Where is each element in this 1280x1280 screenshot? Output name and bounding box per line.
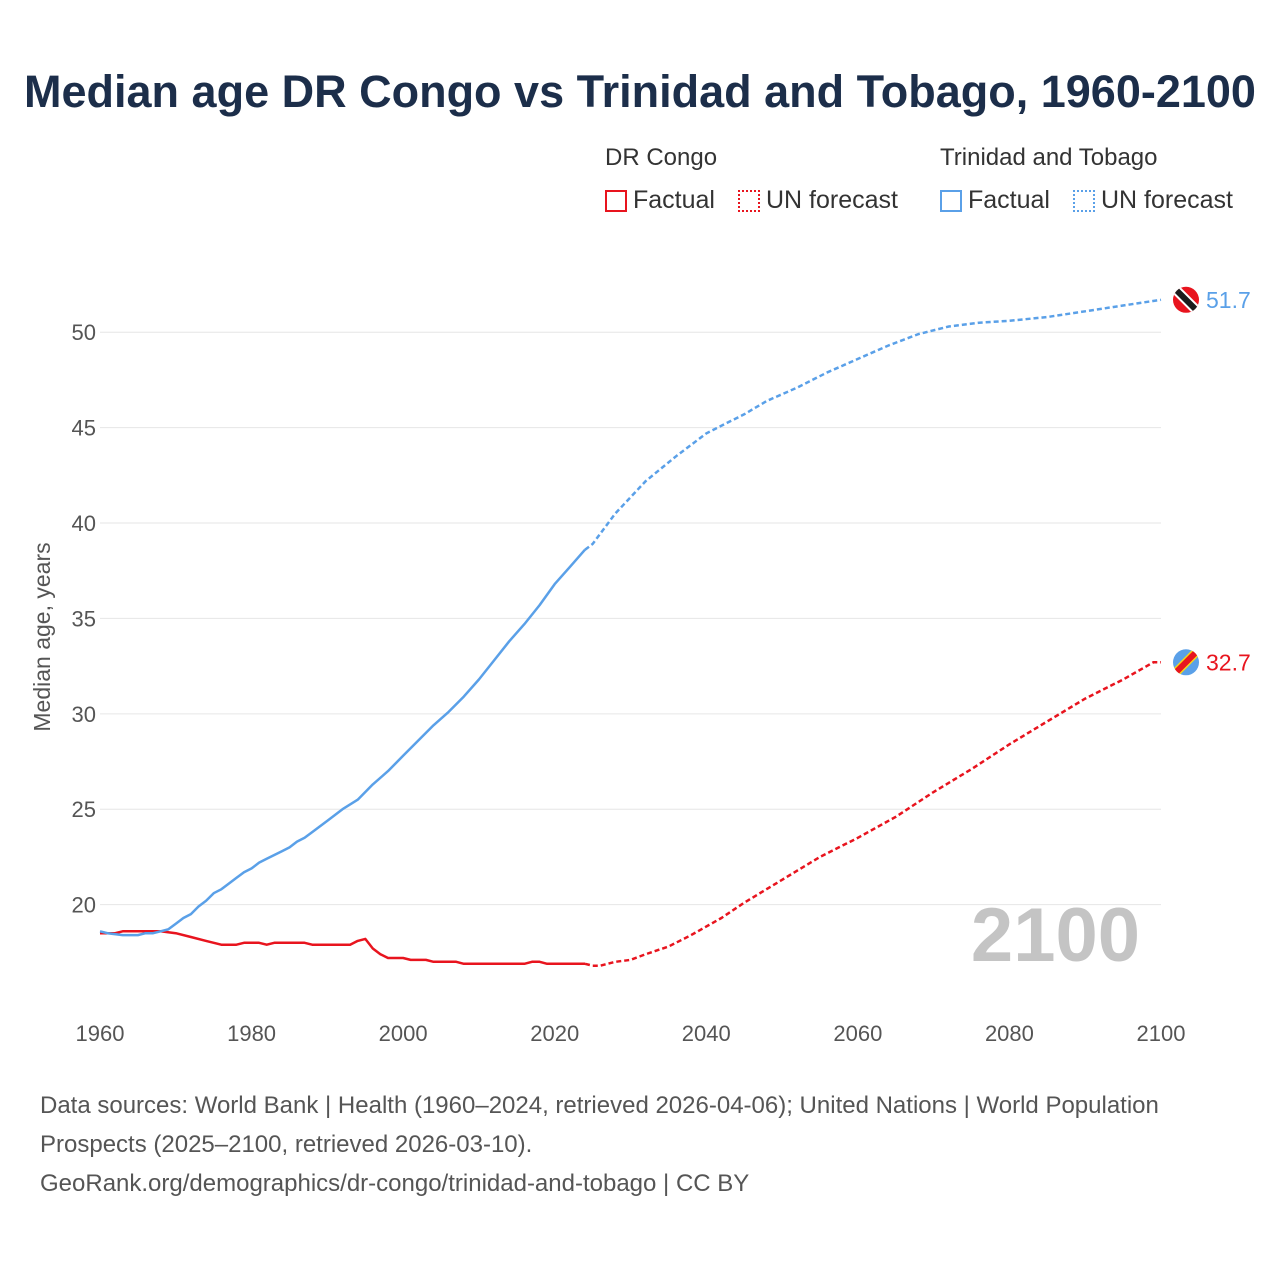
chart-title: Median age DR Congo vs Trinidad and Toba…	[24, 66, 1256, 117]
x-tick-label: 1980	[227, 1021, 276, 1046]
y-axis-label: Median age, years	[29, 542, 55, 731]
trinidad-flag-icon	[1173, 286, 1199, 313]
legend-swatch-solid	[940, 189, 962, 212]
y-tick-label: 30	[72, 702, 96, 727]
legend-dr-congo-forecast[interactable]: UN forecast	[738, 186, 898, 215]
x-tick-label: 2080	[985, 1021, 1034, 1046]
x-tick-label: 2100	[1137, 1021, 1186, 1046]
legend-swatch-dotted	[738, 189, 760, 212]
x-tick-label: 2060	[833, 1021, 882, 1046]
x-tick-label: 2040	[682, 1021, 731, 1046]
end-markers: 32.7 51.7	[1173, 286, 1251, 676]
series-line-dr-congo-forecast	[584, 661, 1161, 967]
legend-swatch-solid	[605, 189, 627, 212]
legend-label: UN forecast	[766, 186, 898, 214]
legend-label: UN forecast	[1101, 186, 1233, 214]
legend-trinidad-forecast[interactable]: UN forecast	[1073, 186, 1233, 215]
legend-swatch-dotted	[1073, 189, 1095, 212]
x-tick-label: 2020	[530, 1021, 579, 1046]
series-line-trinidad-factual	[99, 548, 586, 937]
axes: 20 25 30 35 40 45 50 1960 1980 2000 2020 2040 2060 20…	[29, 320, 1185, 1046]
legend-dr-congo-factual[interactable]: Factual	[605, 186, 715, 215]
year-watermark: 2100	[970, 893, 1140, 978]
series-line-trinidad-forecast	[584, 298, 1162, 551]
y-tick-label: 35	[72, 606, 96, 631]
y-tick-label: 40	[72, 511, 96, 536]
legend-group-trinidad: Trinidad and Tobago	[940, 144, 1158, 171]
series-line-dr-congo-factual	[100, 930, 585, 966]
y-tick-label: 50	[72, 320, 96, 345]
dr-congo-flag-icon	[1173, 649, 1199, 676]
end-value-label: 51.7	[1206, 287, 1251, 313]
grid	[100, 331, 1161, 906]
y-tick-label: 20	[72, 893, 96, 918]
series	[99, 298, 1162, 967]
legend-label: Factual	[633, 186, 715, 214]
legend-group-dr-congo: DR Congo	[605, 144, 718, 171]
y-tick-label: 25	[72, 797, 96, 822]
end-value-label: 32.7	[1206, 649, 1251, 675]
legend-trinidad-factual[interactable]: Factual	[940, 186, 1050, 215]
source-line-1: Data sources: World Bank | Health (1960–…	[40, 1092, 1159, 1158]
legend-label: Factual	[968, 186, 1050, 214]
source-note: Data sources: World Bank | Health (1960–…	[40, 1086, 1220, 1203]
y-tick-label: 45	[72, 416, 96, 441]
x-tick-label: 1960	[76, 1021, 125, 1046]
x-tick-label: 2000	[379, 1021, 428, 1046]
source-line-2: GeoRank.org/demographics/dr-congo/trinid…	[40, 1170, 750, 1197]
